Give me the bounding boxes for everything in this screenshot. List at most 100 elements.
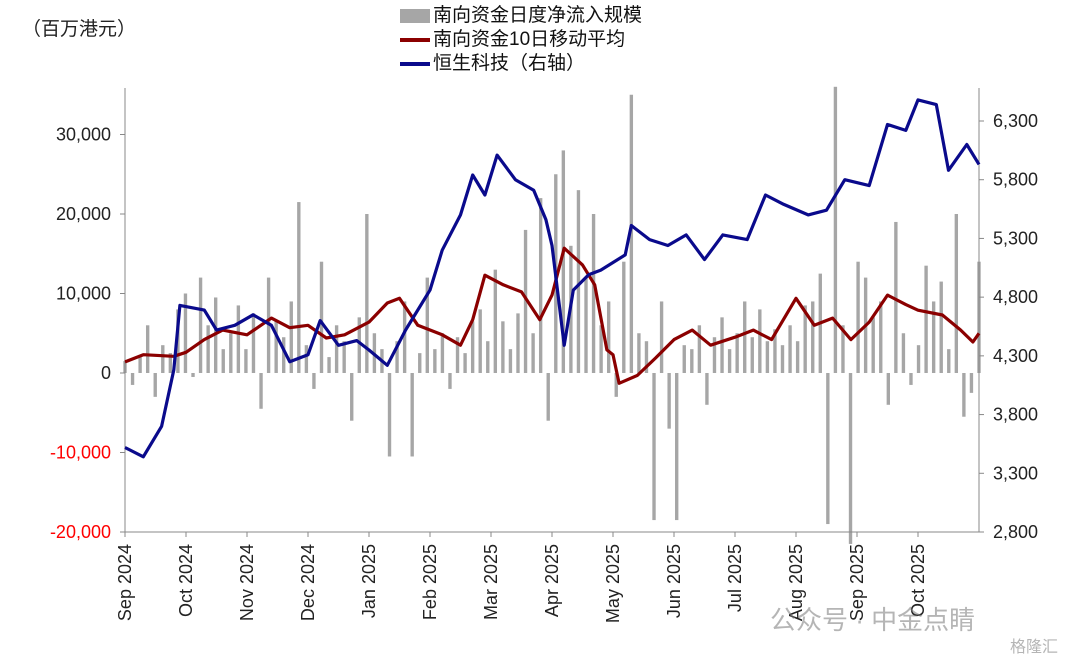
flow-bar <box>418 353 422 373</box>
legend-swatch-ma <box>400 38 430 42</box>
flow-bar <box>712 337 717 373</box>
flow-bar <box>508 349 513 373</box>
flow-bar <box>773 329 777 373</box>
x-tick-label: Dec 2024 <box>298 544 318 621</box>
flow-bar <box>675 373 679 521</box>
flow-bar <box>584 277 588 373</box>
flow-bar <box>501 321 505 373</box>
flow-bar <box>395 341 399 373</box>
flow-bar <box>644 341 649 373</box>
flow-bar <box>440 333 445 373</box>
flow-bar <box>591 214 596 373</box>
x-tick-label: Sep 2025 <box>847 544 867 621</box>
flow-bar <box>780 345 785 373</box>
flow-bar <box>478 309 482 373</box>
left-tick-label: 20,000 <box>56 204 111 224</box>
flow-bar <box>297 202 301 373</box>
flow-bar <box>720 317 724 373</box>
x-tick-label: Mar 2025 <box>481 544 501 620</box>
flow-bar <box>743 301 747 373</box>
flow-bar <box>130 373 135 385</box>
flow-bar <box>531 333 535 373</box>
x-tick-label: Jun 2025 <box>664 544 684 618</box>
flow-bar <box>909 373 913 385</box>
flow-bar <box>871 317 875 373</box>
flow-bar <box>538 198 543 373</box>
ma10-line <box>124 246 981 385</box>
x-tick-label: Feb 2025 <box>420 544 440 620</box>
left-axis-unit: （百万港元） <box>22 19 137 40</box>
legend-item-hstech: 恒生科技（右轴） <box>400 52 642 76</box>
flow-bar <box>916 345 921 373</box>
flow-bar <box>931 301 936 373</box>
flow-bar <box>334 325 339 373</box>
flow-bar <box>168 353 173 373</box>
flow-bar <box>826 373 830 525</box>
legend-swatch-hstech <box>400 62 430 66</box>
flow-bar <box>448 373 452 389</box>
flow-bar <box>183 293 188 373</box>
flow-bar <box>198 277 203 373</box>
legend-swatch-bars <box>400 9 430 23</box>
flow-bar <box>221 349 225 373</box>
flow-bar <box>599 325 603 373</box>
flow-bar <box>251 313 256 373</box>
flow-bar <box>758 309 762 373</box>
flow-bar <box>879 301 883 373</box>
flow-bar <box>350 373 354 421</box>
flow-bar <box>629 94 634 373</box>
flow-bar <box>833 86 838 374</box>
flow-bar <box>470 321 475 373</box>
x-tick-label: Aug 2025 <box>786 544 806 621</box>
hstech-line <box>124 98 981 459</box>
flow-bar <box>901 333 906 373</box>
flow-bar <box>410 373 414 457</box>
right-tick-label: 5,300 <box>993 228 1038 248</box>
flow-bar <box>705 373 709 405</box>
flow-bar <box>486 341 490 373</box>
flow-bar <box>682 345 686 373</box>
flow-bar <box>652 373 656 521</box>
flow-bar <box>274 321 278 373</box>
flow-bar <box>161 345 165 373</box>
x-tick-label: Sep 2024 <box>115 544 135 621</box>
flow-bar <box>365 214 369 373</box>
flow-bar <box>289 301 293 373</box>
flow-bar <box>727 349 732 373</box>
left-tick-label: 0 <box>101 363 111 383</box>
right-tick-label: 3,300 <box>993 463 1038 483</box>
flow-bar <box>606 301 611 373</box>
flow-bar <box>795 341 800 373</box>
right-tick-label: 2,800 <box>993 522 1038 542</box>
flow-bar <box>229 333 233 373</box>
legend-label: 南向资金10日移动平均 <box>433 29 626 50</box>
flow-bar <box>841 325 845 373</box>
watermark: 公众号 · 中金点睛 <box>770 605 976 635</box>
x-tick-label: Nov 2024 <box>237 544 257 621</box>
flow-bar <box>402 301 407 373</box>
flow-bar <box>614 373 618 397</box>
legend-item-bars: 南向资金日度净流入规模 <box>400 4 642 28</box>
flow-bar <box>856 261 860 373</box>
flow-bar <box>788 325 792 373</box>
flow-bar <box>803 305 807 373</box>
x-tick-label: Oct 2024 <box>176 544 196 617</box>
flow-bar <box>357 317 361 373</box>
flow-bar <box>735 333 739 373</box>
flow-bar <box>244 349 248 373</box>
flow-bar <box>153 373 157 397</box>
flow-bar <box>191 373 195 377</box>
flow-bar <box>455 337 460 373</box>
legend-label: 恒生科技（右轴） <box>433 53 586 74</box>
legend: 南向资金日度净流入规模 南向资金10日移动平均 恒生科技（右轴） <box>400 4 642 76</box>
x-tick-label: Jul 2025 <box>725 544 745 612</box>
flow-bar <box>312 373 316 389</box>
flow-bar <box>304 345 309 373</box>
flow-bar <box>546 373 550 421</box>
flow-bar <box>463 353 467 373</box>
right-tick-label: 4,800 <box>993 287 1038 307</box>
flow-bar <box>939 281 943 373</box>
x-tick-label: Jan 2025 <box>359 544 379 618</box>
flow-bar <box>848 373 853 544</box>
